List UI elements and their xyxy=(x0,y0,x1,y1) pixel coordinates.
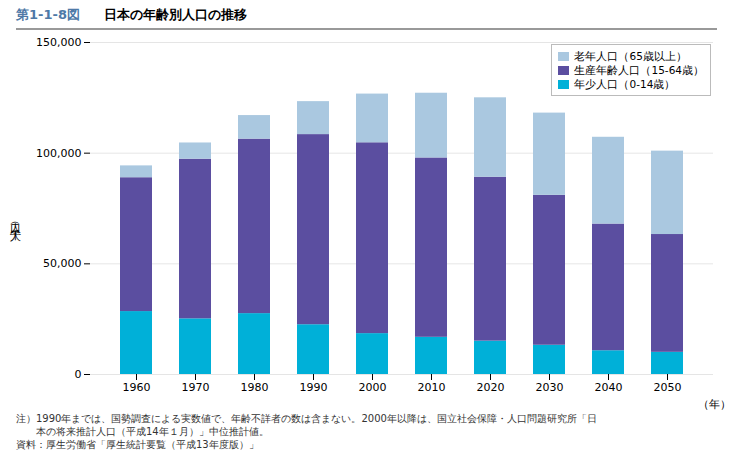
svg-text:0: 0 xyxy=(75,368,82,381)
svg-text:2040: 2040 xyxy=(595,381,623,394)
html-text:日本の年齢別人口の推移: 日本の年齢別人口の推移 xyxy=(103,7,247,22)
svg-text:100,000: 100,000 xyxy=(36,147,82,160)
html-text:注）1990年までは、国勢調査による実数値で、年齢不詳者の数: 注）1990年までは、国勢調査による実数値で、年齢不詳者の数は含まない。2000… xyxy=(16,413,597,424)
svg-text:1980: 1980 xyxy=(241,381,269,394)
html-text:生産年齢人口（15-64歳）: 生産年齢人口（15-64歳） xyxy=(574,64,704,76)
svg-text:2000: 2000 xyxy=(359,381,387,394)
html-text:第1-1-8図: 第1-1-8図 xyxy=(16,7,80,22)
html-text:資料：厚生労働省「厚生統計要覧（平成13年度版）」: 資料：厚生労働省「厚生統計要覧（平成13年度版）」 xyxy=(16,439,259,450)
svg-text:2020: 2020 xyxy=(477,381,505,394)
svg-text:50,000: 50,000 xyxy=(43,257,82,270)
html-text:老年人口（65歳以上）: 老年人口（65歳以上） xyxy=(574,50,687,62)
svg-text:2050: 2050 xyxy=(654,381,682,394)
svg-text:1990: 1990 xyxy=(300,381,328,394)
html-text:人口（千人）: 人口（千人） xyxy=(8,214,22,226)
svg-text:1970: 1970 xyxy=(182,381,210,394)
svg-text:2010: 2010 xyxy=(418,381,446,394)
svg-text:（年）: （年） xyxy=(698,398,731,411)
svg-text:2030: 2030 xyxy=(536,381,564,394)
svg-text:1960: 1960 xyxy=(123,381,151,394)
html-text:年少人口（0-14歳）: 年少人口（0-14歳） xyxy=(574,78,676,90)
svg-text:150,000: 150,000 xyxy=(36,36,82,49)
html-text:本の将来推計人口（平成14年１月）」中位推計値。: 本の将来推計人口（平成14年１月）」中位推計値。 xyxy=(16,426,269,437)
